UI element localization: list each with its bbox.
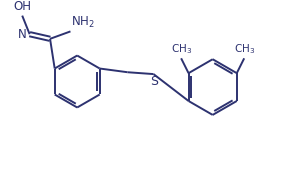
Text: OH: OH: [13, 0, 31, 13]
Text: NH$_2$: NH$_2$: [71, 15, 95, 31]
Text: N: N: [18, 28, 27, 41]
Text: CH$_3$: CH$_3$: [170, 43, 192, 57]
Text: CH$_3$: CH$_3$: [234, 43, 255, 57]
Text: S: S: [150, 75, 158, 88]
